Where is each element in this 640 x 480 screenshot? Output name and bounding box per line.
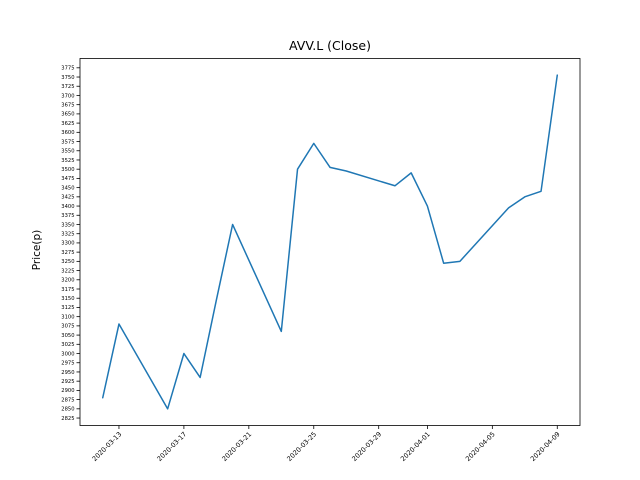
y-tick-label: 3150 [61,296,74,302]
y-tick-label: 3500 [61,167,74,173]
y-tick-label: 3575 [61,139,74,145]
y-tick-label: 2975 [61,361,74,367]
y-tick-label: 3550 [61,149,74,155]
y-tick-label: 3100 [61,314,74,320]
y-tick-label: 3050 [61,333,74,339]
axes-spines [79,58,581,426]
y-tick-label: 3650 [61,112,74,118]
y-tick-label: 3075 [61,324,74,330]
y-tick-label: 2900 [61,388,74,394]
y-tick-label: 3350 [61,222,74,228]
y-tick-label: 3125 [61,305,74,311]
y-tick-label: 3725 [61,84,74,90]
x-tick-label: 2020-04-05 [464,430,497,463]
y-tick-label: 3400 [61,204,74,210]
y-tick-label: 2825 [61,416,74,422]
y-tick-label: 3525 [61,158,74,164]
y-tick-label: 3475 [61,176,74,182]
y-tick-label: 3225 [61,268,74,274]
plot-area [80,58,580,426]
y-tick-label: 3425 [61,195,74,201]
x-tick-label: 2020-03-29 [350,430,383,463]
y-tick-label: 3600 [61,130,74,136]
y-tick-label: 3000 [61,351,74,357]
y-tick-label: 2950 [61,370,74,376]
y-tick-label: 3025 [61,342,74,348]
x-tick-label: 2020-03-13 [91,430,124,463]
x-tick-label: 2020-03-21 [220,430,253,463]
y-tick-label: 3325 [61,232,74,238]
y-tick-label: 3300 [61,241,74,247]
y-tick-label: 3250 [61,259,74,265]
y-tick-label: 3450 [61,185,74,191]
y-tick-label: 3775 [61,66,74,72]
y-tick-label: 3200 [61,278,74,284]
y-tick-label: 3700 [61,93,74,99]
y-tick-label: 3175 [61,287,74,293]
price-line-series [101,74,559,410]
x-tick-label: 2020-03-25 [285,430,318,463]
y-tick-label: 3750 [61,75,74,81]
y-tick-label: 3275 [61,250,74,256]
y-tick-label: 2925 [61,379,74,385]
y-tick-label: 3625 [61,121,74,127]
x-tick-label: 2020-04-01 [399,430,432,463]
y-tick-label: 2850 [61,407,74,413]
y-tick-label: 2875 [61,397,74,403]
y-tick-label: 3675 [61,102,74,108]
y-axis-label: Price(p) [31,230,43,270]
chart-title: AVV.L (Close) [289,38,371,53]
y-tick-label: 3375 [61,213,74,219]
x-tick-label: 2020-03-17 [156,430,189,463]
x-tick-label: 2020-04-09 [529,430,562,463]
